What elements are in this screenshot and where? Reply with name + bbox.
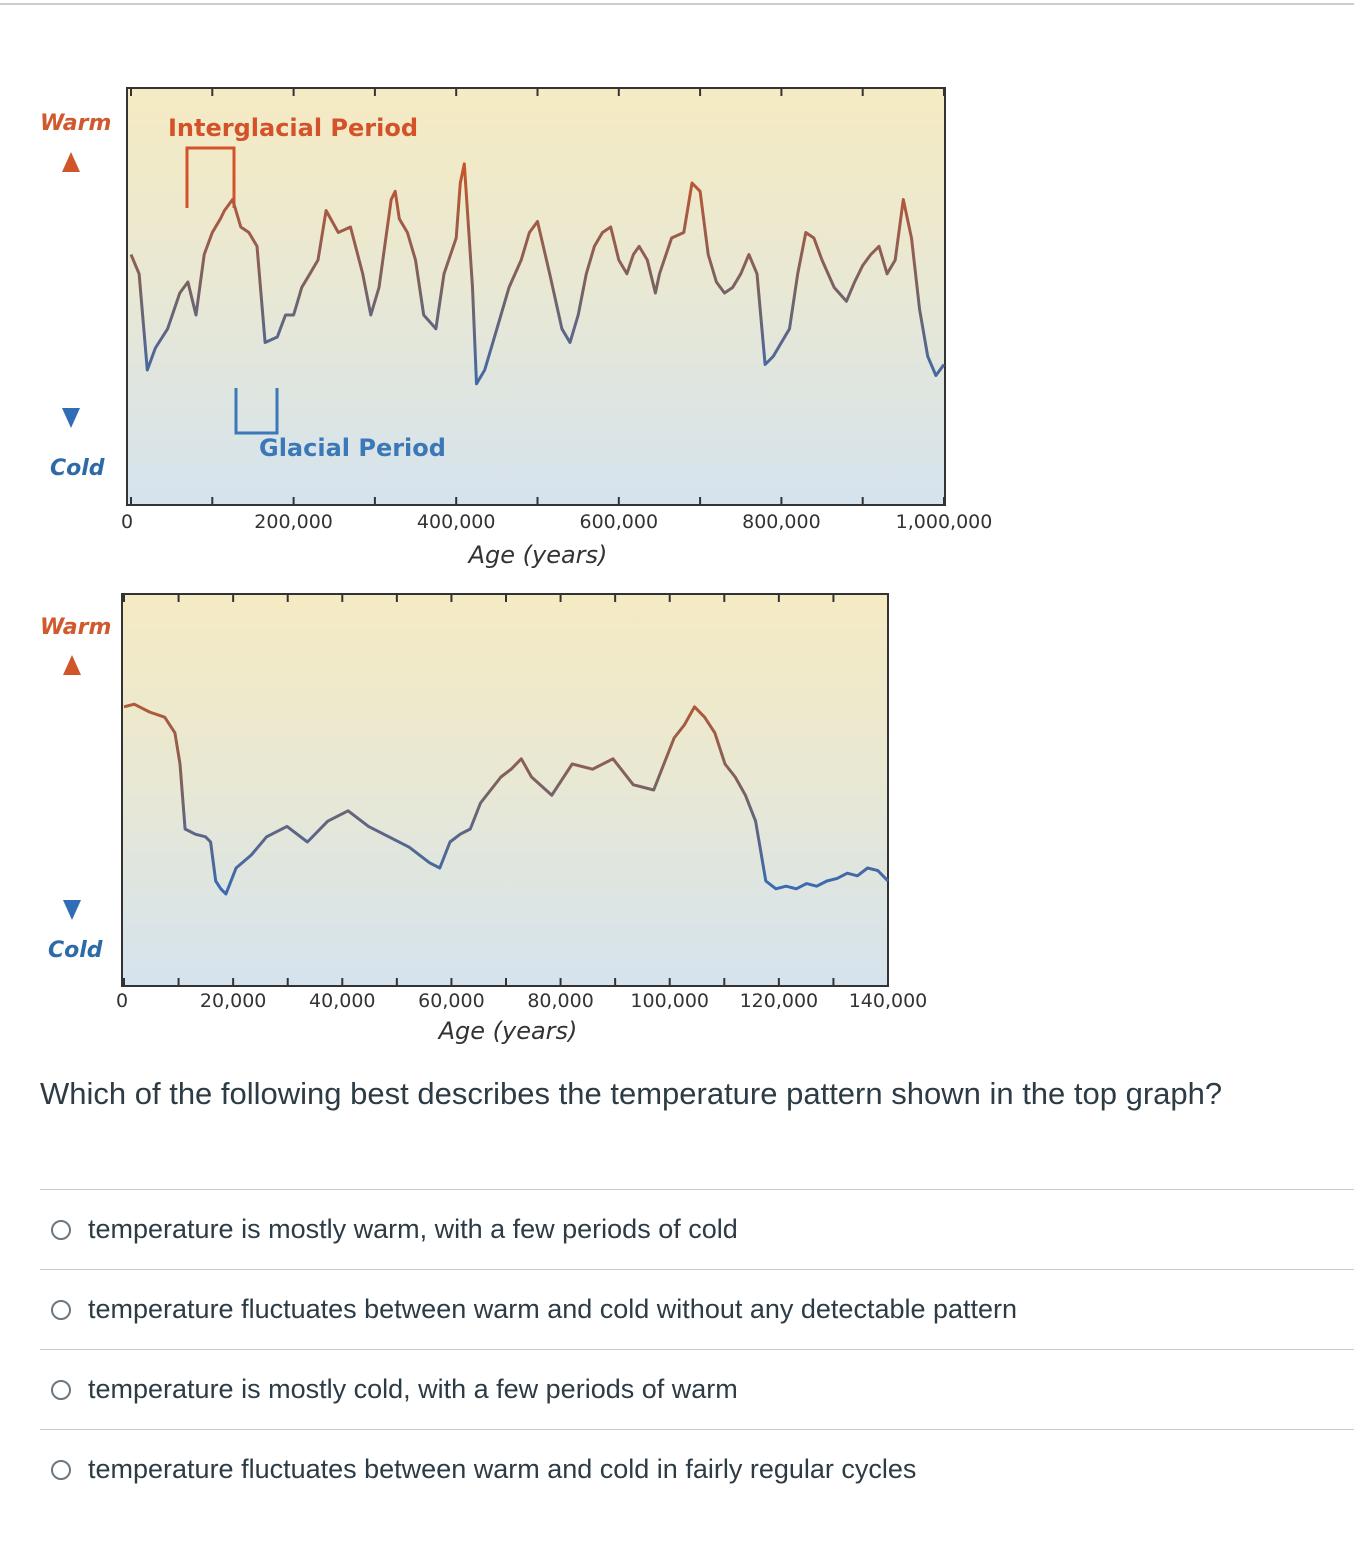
bottom-temperature-line [123,702,890,896]
question-text: Which of the following best describes th… [40,1076,1223,1111]
answer-option-3[interactable]: temperature is mostly cold, with a few p… [40,1349,1354,1429]
top-x-tick-labels: 0 200,000 400,000 600,000 800,000 1,000,000 [121,511,992,533]
bottom-chart-plot-area [121,593,889,987]
top-chart: Warm Cold Interglacial Period Glacial Pe… [40,87,992,569]
top-x-tick-label: 1,000,000 [896,511,993,533]
top-x-axis-title: Age (years) [467,541,608,569]
answer-label: temperature fluctuates between warm and … [88,1454,917,1484]
bottom-cold-label: Cold [48,938,103,963]
bottom-x-tick-labels: 0 20,000 40,000 60,000 80,000 100,000 120,000 1… [116,990,927,1012]
answer-label: temperature fluctuates between warm and … [88,1294,1018,1324]
answer-label: temperature is mostly warm, with a few p… [88,1214,738,1244]
bottom-x-tick-label: 120,000 [740,990,819,1012]
top-x-tick-label: 800,000 [742,511,821,533]
top-x-tick-label: 400,000 [417,511,496,533]
interglacial-annotation: Interglacial Period [168,114,418,142]
radio-button-icon[interactable] [51,1299,71,1320]
top-divider [0,3,1354,5]
bottom-x-tick-label: 140,000 [849,990,928,1012]
bottom-chart-tick-marks [123,594,889,986]
answer-option-2[interactable]: temperature fluctuates between warm and … [40,1269,1354,1349]
bottom-warm-label: Warm [40,615,111,640]
top-x-tick-label: 600,000 [580,511,659,533]
bottom-x-tick-label: 100,000 [630,990,709,1012]
bottom-x-tick-label: 0 [116,990,128,1012]
top-chart-plot-area [126,87,946,506]
bottom-x-tick-label: 60,000 [418,990,484,1012]
radio-button-icon[interactable] [51,1459,71,1480]
top-x-tick-label: 200,000 [254,511,333,533]
answer-option-4[interactable]: temperature fluctuates between warm and … [40,1429,1354,1509]
bottom-x-tick-label: 80,000 [527,990,593,1012]
answer-label: temperature is mostly cold, with a few p… [88,1374,738,1404]
bottom-arrow-head-down-icon [63,900,81,920]
top-arrow-head-up-icon [62,152,80,172]
glacial-annotation: Glacial Period [259,434,446,462]
top-x-tick-label: 0 [121,511,133,533]
radio-button-icon[interactable] [51,1219,71,1240]
top-temperature-line [129,162,946,386]
bottom-x-tick-label: 40,000 [309,990,375,1012]
radio-button-icon[interactable] [51,1379,71,1400]
glacial-bracket [234,388,279,435]
answer-list: temperature is mostly warm, with a few p… [40,1189,1354,1509]
top-arrow-head-down-icon [62,408,80,428]
bottom-x-tick-label: 20,000 [200,990,266,1012]
bottom-arrow-head-up-icon [63,655,81,675]
interglacial-bracket [185,146,236,208]
answer-option-1[interactable]: temperature is mostly warm, with a few p… [40,1189,1354,1269]
top-chart-tick-marks [130,88,945,505]
bottom-chart: Warm Cold 0 20,000 40,000 60,000 80,000 100,0… [40,593,927,1045]
top-warm-label: Warm [40,111,111,136]
top-cold-label: Cold [50,456,105,481]
temperature-figure: Warm Cold Interglacial Period Glacial Pe… [40,87,992,1045]
bottom-x-axis-title: Age (years) [437,1017,578,1045]
